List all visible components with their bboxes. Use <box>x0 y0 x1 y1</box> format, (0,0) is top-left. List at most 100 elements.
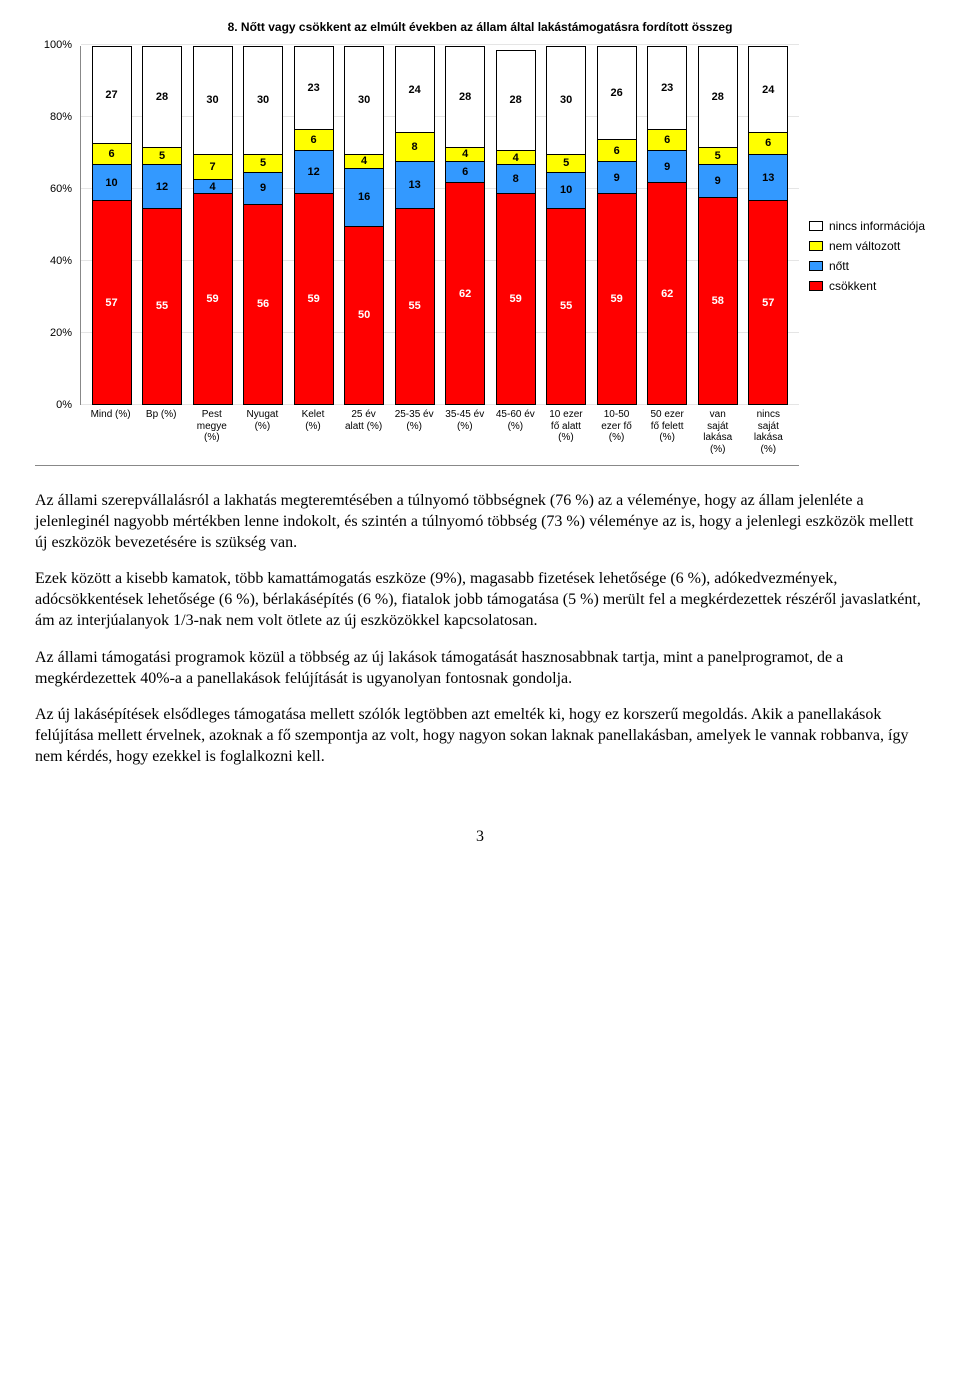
bar-segment-nem_valtozott: 5 <box>142 147 182 165</box>
bar-segment-nincs_info: 24 <box>395 46 435 132</box>
legend-label: nincs információja <box>829 219 925 233</box>
bar-segment-csokkent: 59 <box>496 193 536 405</box>
y-axis-tick: 100% <box>35 39 80 51</box>
bar-segment-nincs_info: 26 <box>597 46 637 139</box>
legend-swatch <box>809 241 823 251</box>
y-axis-tick: 60% <box>35 183 80 195</box>
legend-item-nott: nőtt <box>809 259 925 273</box>
bar-segment-nincs_info: 30 <box>193 46 233 154</box>
chart-title: 8. Nőtt vagy csökkent az elmúlt években … <box>35 20 925 34</box>
x-axis-label: 25 év alatt (%) <box>344 405 384 465</box>
bar-segment-nem_valtozott: 6 <box>597 139 637 161</box>
y-axis-tick: 20% <box>35 327 80 339</box>
bar-segment-nott: 12 <box>294 150 334 193</box>
bar-segment-csokkent: 59 <box>294 193 334 405</box>
bar-segment-nem_valtozott: 6 <box>647 129 687 151</box>
bar-segment-nott: 12 <box>142 164 182 207</box>
legend-label: csökkent <box>829 279 876 293</box>
x-axis-label: 35-45 év (%) <box>445 405 485 465</box>
bar-segment-csokkent: 58 <box>698 197 738 405</box>
bar-segment-nott: 9 <box>698 164 738 196</box>
bar-segment-nem_valtozott: 6 <box>92 143 132 165</box>
bar-segment-nem_valtozott: 6 <box>294 129 334 151</box>
bar-segment-nincs_info: 28 <box>445 46 485 147</box>
x-axis-label: Bp (%) <box>141 405 181 465</box>
bar: 284662 <box>445 46 485 405</box>
bar-segment-csokkent: 62 <box>647 182 687 405</box>
legend-item-csokkent: csökkent <box>809 279 925 293</box>
x-axis-label: 25-35 év (%) <box>394 405 434 465</box>
bar-segment-csokkent: 56 <box>243 204 283 405</box>
bar-segment-nem_valtozott: 7 <box>193 154 233 179</box>
bar: 2481355 <box>395 46 435 405</box>
bar-segment-nincs_info: 27 <box>92 46 132 143</box>
body-paragraph: Az állami támogatási programok közül a t… <box>35 648 925 690</box>
bar-segment-nem_valtozott: 6 <box>748 132 788 154</box>
legend: nincs információja nem változott nőtt csökk… <box>809 213 925 299</box>
page-number: 3 <box>35 828 925 846</box>
bar-segment-nott: 9 <box>647 150 687 182</box>
x-axis-label: 10 ezer fő alatt (%) <box>546 405 586 465</box>
chart-wrapper: 0%20%40%60%80%100% 276105728512553074593… <box>35 46 925 466</box>
bar-segment-csokkent: 62 <box>445 182 485 405</box>
bar-segment-nem_valtozott: 5 <box>243 154 283 172</box>
legend-label: nem változott <box>829 239 900 253</box>
bar-segment-nincs_info: 23 <box>294 46 334 129</box>
x-axis-label: van saját lakása (%) <box>698 405 738 465</box>
body-paragraph: Az új lakásépítések elsődleges támogatás… <box>35 705 925 767</box>
bar-segment-nem_valtozott: 5 <box>546 154 586 172</box>
body-paragraph: Ezek között a kisebb kamatok, több kamat… <box>35 569 925 631</box>
legend-swatch <box>809 281 823 291</box>
bar-segment-nincs_info: 28 <box>496 50 536 151</box>
bar-segment-csokkent: 57 <box>748 200 788 405</box>
bar: 2761057 <box>92 46 132 405</box>
x-axis-label: Pest megye (%) <box>192 405 232 465</box>
x-axis-label: nincs saját lakása (%) <box>748 405 788 465</box>
x-axis-label: Mind (%) <box>91 405 131 465</box>
bar-segment-nem_valtozott: 4 <box>496 150 536 164</box>
body-paragraph: Az állami szerepvállalásról a lakhatás m… <box>35 491 925 553</box>
bar-segment-csokkent: 55 <box>395 208 435 405</box>
bar-segment-nem_valtozott: 4 <box>344 154 384 168</box>
bar-segment-csokkent: 59 <box>193 193 233 405</box>
bar-segment-csokkent: 55 <box>546 208 586 405</box>
y-axis-tick: 0% <box>35 399 80 411</box>
x-axis-label: Nyugat (%) <box>242 405 282 465</box>
x-axis-label: 45-60 év (%) <box>495 405 535 465</box>
bar: 2851255 <box>142 46 182 405</box>
bar-segment-csokkent: 57 <box>92 200 132 405</box>
chart-plot: 2761057285125530745930595623612593041650… <box>80 46 799 405</box>
bar-segment-nincs_info: 30 <box>243 46 283 154</box>
bar-segment-csokkent: 55 <box>142 208 182 405</box>
bar-segment-csokkent: 50 <box>344 226 384 406</box>
bar: 3041650 <box>344 46 384 405</box>
legend-label: nőtt <box>829 259 849 273</box>
legend-item-nincs_info: nincs információja <box>809 219 925 233</box>
bar-segment-nem_valtozott: 8 <box>395 132 435 161</box>
y-axis-tick: 80% <box>35 111 80 123</box>
legend-swatch <box>809 261 823 271</box>
bar-segment-nincs_info: 28 <box>142 46 182 147</box>
bar: 2361259 <box>294 46 334 405</box>
bar-segment-nincs_info: 30 <box>546 46 586 154</box>
bar-segment-nincs_info: 28 <box>698 46 738 147</box>
bar-segment-nott: 6 <box>445 161 485 183</box>
bar: 3051055 <box>546 46 586 405</box>
chart-area: 0%20%40%60%80%100% 276105728512553074593… <box>35 46 799 466</box>
bar-segment-nem_valtozott: 5 <box>698 147 738 165</box>
bar: 285958 <box>698 46 738 405</box>
bar-segment-nincs_info: 24 <box>748 46 788 132</box>
bar-segment-nott: 9 <box>597 161 637 193</box>
legend-item-nem_valtozott: nem változott <box>809 239 925 253</box>
bar-segment-nott: 9 <box>243 172 283 204</box>
bar-segment-nott: 10 <box>92 164 132 200</box>
x-axis-label: Kelet (%) <box>293 405 333 465</box>
bar: 307459 <box>193 46 233 405</box>
bar: 236962 <box>647 46 687 405</box>
bar-segment-nott: 13 <box>748 154 788 201</box>
bar-segment-csokkent: 59 <box>597 193 637 405</box>
bar-segment-nott: 16 <box>344 168 384 225</box>
bar: 266959 <box>597 46 637 405</box>
bar-segment-nincs_info: 30 <box>344 46 384 154</box>
bar-segment-nincs_info: 23 <box>647 46 687 129</box>
